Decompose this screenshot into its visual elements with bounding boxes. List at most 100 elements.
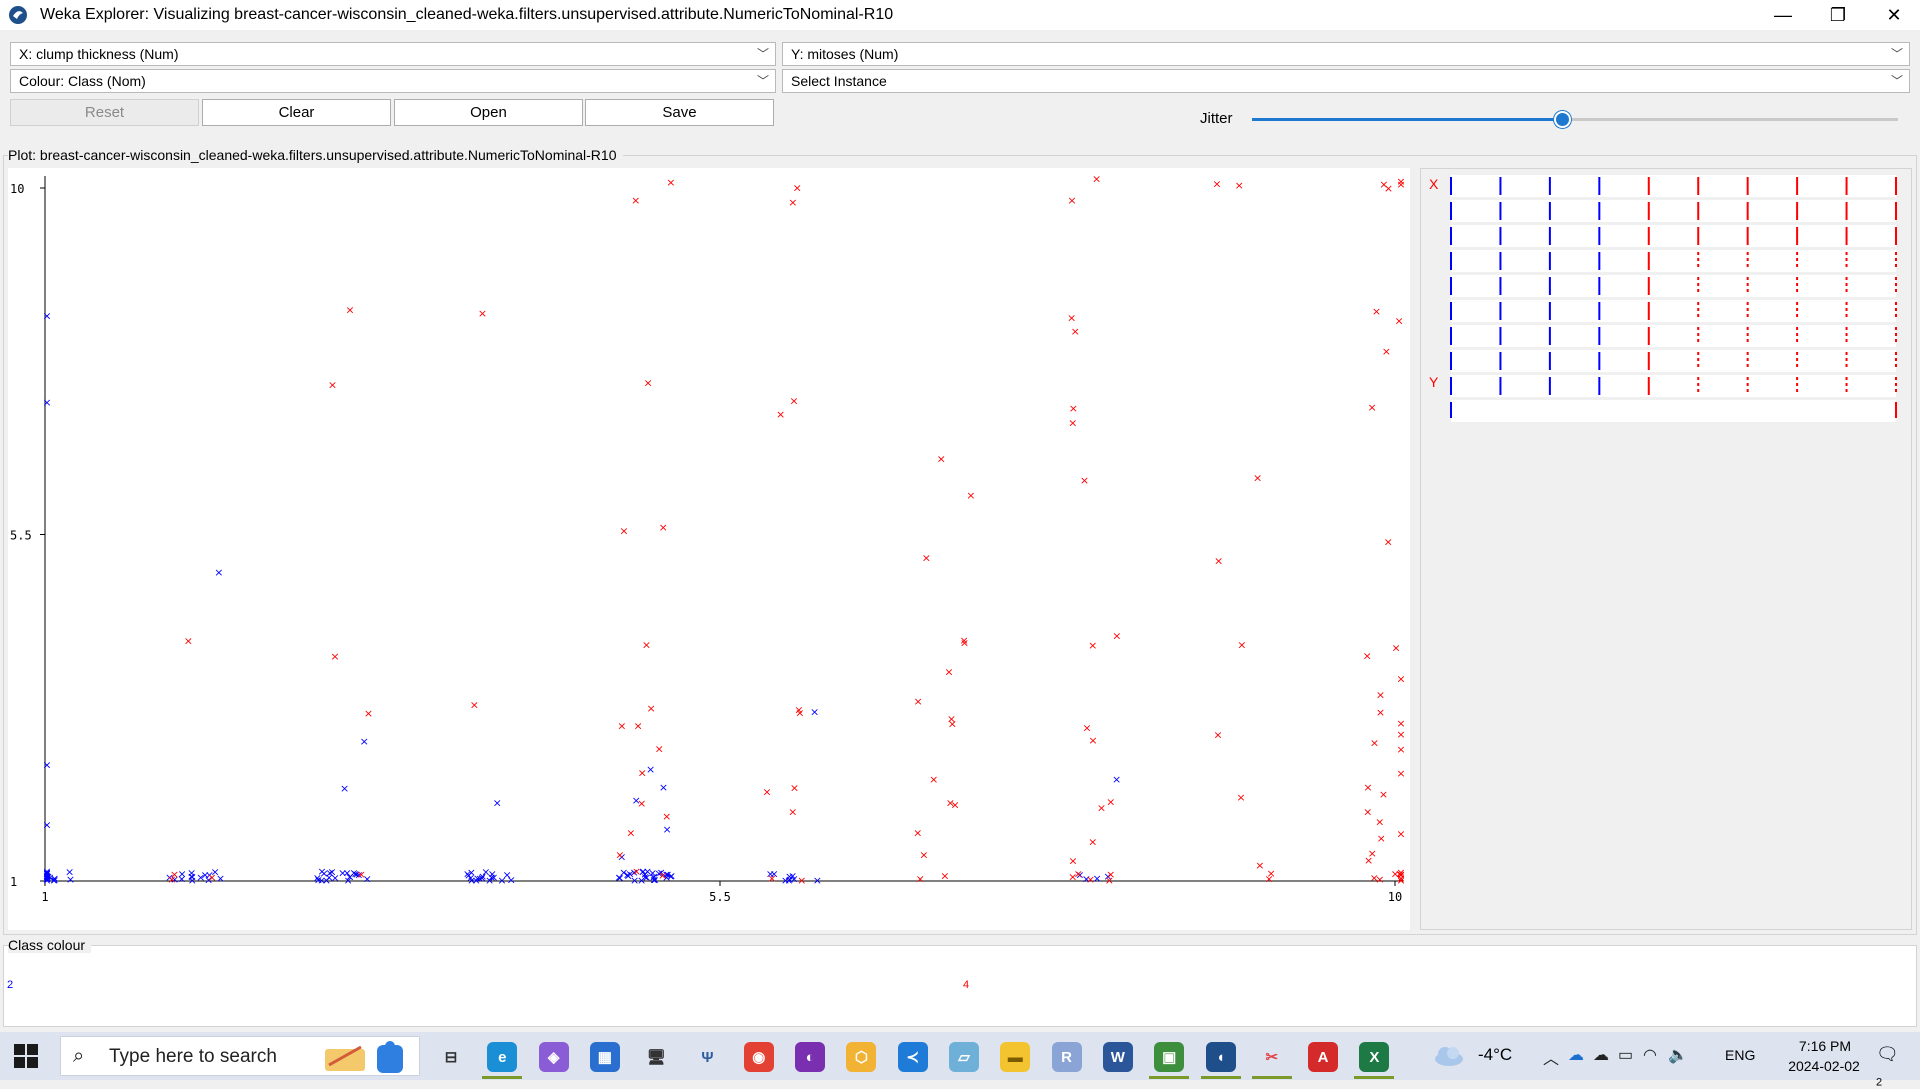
point-benign[interactable]: × [1075,869,1084,882]
class-label-malignant[interactable]: 4 [963,979,970,991]
point-benign[interactable]: × [649,873,658,886]
point-benign[interactable]: × [42,865,51,878]
select-instance-select[interactable]: Select Instance ﹀ [782,69,1910,93]
point-benign[interactable]: × [615,871,624,884]
point-malignant[interactable]: × [960,634,969,647]
taskbar-search-box[interactable]: ⌕ Type here to search [60,1036,420,1076]
point-malignant[interactable]: × [615,848,624,861]
maximize-button[interactable]: ❐ [1829,4,1847,25]
point-malignant[interactable]: × [1396,728,1405,741]
point-benign[interactable]: × [177,873,186,886]
point-malignant[interactable]: × [1396,872,1405,885]
point-benign[interactable]: × [662,871,671,884]
point-benign[interactable]: × [625,868,634,881]
point-malignant[interactable]: × [647,702,656,715]
point-benign[interactable]: × [201,869,210,882]
point-malignant[interactable]: × [1363,650,1372,663]
point-benign[interactable]: × [317,874,326,887]
point-malignant[interactable]: × [330,650,339,663]
point-benign[interactable]: × [619,866,628,879]
point-benign[interactable]: × [649,870,658,883]
point-malignant[interactable]: × [1088,639,1097,652]
point-malignant[interactable]: × [184,635,193,648]
point-malignant[interactable]: × [1255,859,1264,872]
clock-time[interactable]: 7:16 PM [1798,1038,1852,1054]
point-malignant[interactable]: × [642,639,651,652]
point-malignant[interactable]: × [944,666,953,679]
point-malignant[interactable]: × [794,703,803,716]
point-malignant[interactable]: × [207,871,216,884]
point-benign[interactable]: × [642,871,651,884]
point-benign[interactable]: × [325,867,334,880]
point-benign[interactable]: × [477,871,486,884]
point-malignant[interactable]: × [1396,874,1405,887]
point-benign[interactable]: × [216,872,225,885]
matrix-row[interactable] [1451,275,1896,297]
point-benign[interactable]: × [324,871,333,884]
close-button[interactable]: ✕ [1886,4,1902,25]
r-app-icon[interactable]: R [1051,1042,1082,1072]
point-benign[interactable]: × [42,867,51,880]
point-benign[interactable]: × [360,735,369,748]
elephant-app-icon[interactable]: Ψ [701,1048,714,1066]
point-benign[interactable]: × [614,871,623,884]
point-benign[interactable]: × [643,865,652,878]
point-malignant[interactable]: × [946,797,955,810]
point-benign[interactable]: × [464,869,473,882]
matrix-row[interactable] [1451,250,1896,272]
word-icon[interactable]: W [1102,1042,1133,1072]
point-benign[interactable]: × [659,781,668,794]
jitter-slider[interactable] [1252,111,1898,128]
point-malignant[interactable]: × [1069,402,1078,415]
point-benign[interactable]: × [623,868,632,881]
point-malignant[interactable]: × [913,695,922,708]
point-malignant[interactable]: × [795,707,804,720]
point-benign[interactable]: × [788,869,797,882]
point-benign[interactable]: × [648,867,657,880]
point-malignant[interactable]: × [1068,870,1077,883]
point-benign[interactable]: × [467,866,476,879]
point-benign[interactable]: × [65,865,74,878]
point-malignant[interactable]: × [617,720,626,733]
point-benign[interactable]: × [650,873,659,886]
point-benign[interactable]: × [662,823,671,836]
point-malignant[interactable]: × [619,525,628,538]
matrix-row[interactable] [1451,325,1896,347]
point-benign[interactable]: × [42,870,51,883]
point-benign[interactable]: × [165,871,174,884]
point-malignant[interactable]: × [1396,868,1405,881]
point-benign[interactable]: × [170,873,179,886]
point-malignant[interactable]: × [478,307,487,320]
point-benign[interactable]: × [42,869,51,882]
cube-app-icon[interactable]: ⬡ [846,1042,877,1072]
point-malignant[interactable]: × [1106,868,1115,881]
point-malignant[interactable]: × [659,521,668,534]
point-malignant[interactable]: × [1396,717,1405,730]
point-malignant[interactable]: × [1391,642,1400,655]
chevron-up-icon[interactable]: ︿ [1543,1051,1560,1068]
point-benign[interactable]: × [345,870,354,883]
excel-icon[interactable]: X [1359,1042,1390,1072]
point-malignant[interactable]: × [1384,182,1393,195]
point-malignant[interactable]: × [632,865,641,878]
point-malignant[interactable]: × [1082,721,1091,734]
point-benign[interactable]: × [640,868,649,881]
point-benign[interactable]: × [66,873,75,886]
point-malignant[interactable]: × [655,743,664,756]
onedrive-icon[interactable]: ☁ [1568,1047,1584,1064]
point-malignant[interactable]: × [1067,194,1076,207]
point-malignant[interactable]: × [1396,866,1405,879]
point-malignant[interactable]: × [1092,173,1101,186]
point-malignant[interactable]: × [1071,325,1080,338]
point-benign[interactable]: × [43,872,52,885]
point-malignant[interactable]: × [1067,311,1076,324]
point-malignant[interactable]: × [793,181,802,194]
point-benign[interactable]: × [49,874,58,887]
vscode-icon[interactable]: ≺ [897,1042,928,1072]
point-malignant[interactable]: × [1237,639,1246,652]
point-malignant[interactable]: × [658,869,667,882]
point-malignant[interactable]: × [1212,177,1221,190]
language-indicator[interactable]: ENG [1725,1047,1756,1063]
point-malignant[interactable]: × [1214,554,1223,567]
point-malignant[interactable]: × [1395,867,1404,880]
